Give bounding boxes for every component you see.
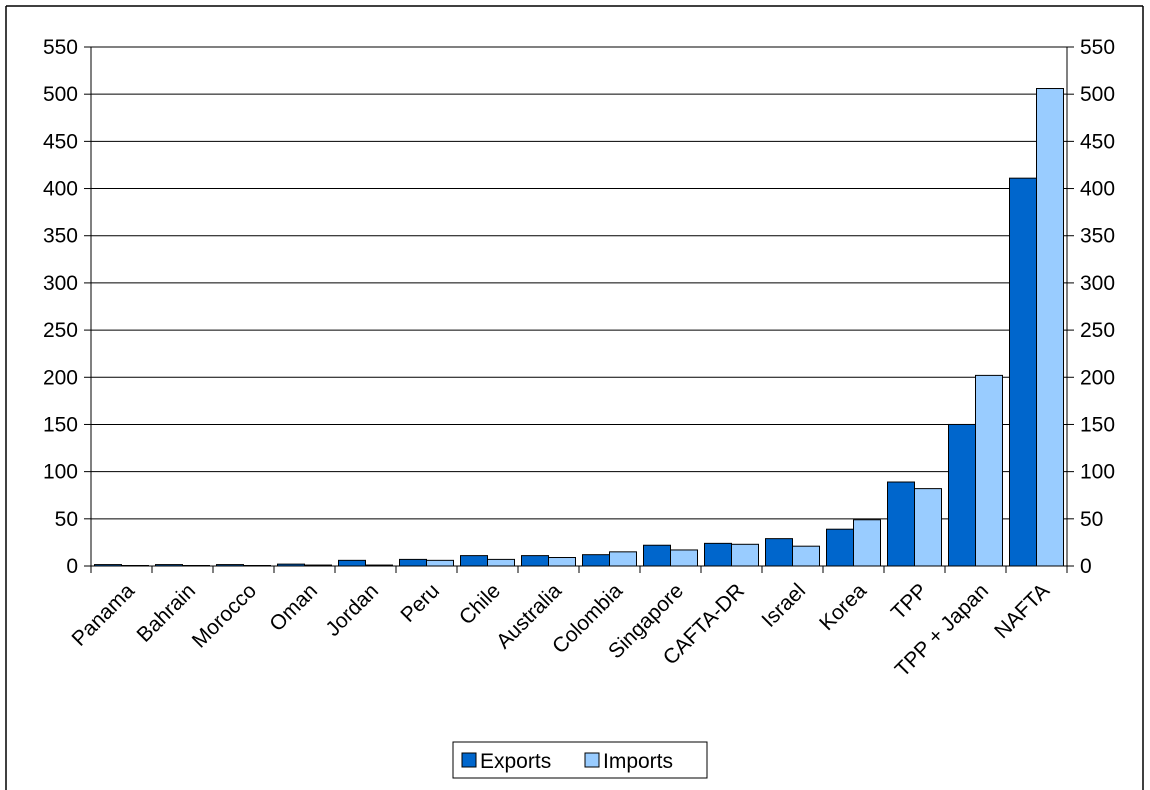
y-tick-label-left: 550 bbox=[43, 36, 78, 59]
y-tick-label-right: 400 bbox=[1080, 178, 1115, 201]
y-tick-label-right: 550 bbox=[1080, 36, 1115, 59]
y-tick-label-left: 100 bbox=[43, 461, 78, 484]
y-tick-label-left: 300 bbox=[43, 272, 78, 295]
bar-imports-peru bbox=[426, 559, 454, 567]
legend-swatch-imports bbox=[584, 752, 600, 768]
y-tick-label-left: 200 bbox=[43, 366, 78, 389]
bar-imports-chile bbox=[487, 558, 515, 567]
y-tick-label-right: 300 bbox=[1080, 272, 1115, 295]
bars bbox=[94, 88, 1064, 567]
y-tick-label-right: 100 bbox=[1080, 461, 1115, 484]
y-tick-label-left: 250 bbox=[43, 319, 78, 342]
bar-exports-chile bbox=[460, 555, 488, 567]
y-tick-label-right: 50 bbox=[1080, 508, 1103, 531]
y-tick-label-left: 0 bbox=[66, 555, 78, 578]
y-tick-label-right: 450 bbox=[1080, 130, 1115, 153]
y-tick-label-left: 50 bbox=[55, 508, 78, 531]
bar-exports-colombia bbox=[582, 554, 610, 567]
bar-exports-israel bbox=[765, 538, 793, 567]
y-tick-label-left: 150 bbox=[43, 413, 78, 436]
legend-swatch-exports bbox=[461, 752, 477, 768]
bar-imports-australia bbox=[548, 557, 576, 567]
y-tick-label-left: 350 bbox=[43, 225, 78, 248]
bar-exports-singapore bbox=[643, 544, 671, 567]
gridlines bbox=[91, 46, 1067, 520]
bar-imports-korea bbox=[853, 519, 881, 567]
legend-label-imports: Imports bbox=[603, 750, 673, 773]
y-axis-left-ticks: 0 50 100 150 200 250 300 350 400 450 500 550 bbox=[43, 36, 78, 578]
bar-imports-cafta-dr bbox=[731, 543, 759, 567]
y-tick-label-left: 450 bbox=[43, 130, 78, 153]
y-tick-label-right: 250 bbox=[1080, 319, 1115, 342]
bar-exports-australia bbox=[521, 555, 549, 567]
bar-imports-israel bbox=[792, 545, 820, 567]
bar-imports-nafta bbox=[1036, 88, 1064, 567]
y-tick-label-right: 200 bbox=[1080, 366, 1115, 389]
bar-exports-peru bbox=[399, 558, 427, 567]
bar-imports-singapore bbox=[670, 549, 698, 567]
bar-exports-korea bbox=[826, 528, 854, 567]
y-tick-label-right: 0 bbox=[1080, 555, 1092, 578]
y-axis-right-ticks: 0 50 100 150 200 250 300 350 400 450 500 550 bbox=[1080, 36, 1115, 578]
bar-exports-cafta-dr bbox=[704, 542, 732, 567]
axes bbox=[84, 46, 1074, 573]
legend: Exports Imports bbox=[452, 741, 708, 779]
bar-imports-colombia bbox=[609, 551, 637, 567]
bar-imports-tpp bbox=[914, 488, 942, 567]
y-tick-label-left: 500 bbox=[43, 83, 78, 106]
bar-exports-nafta bbox=[1009, 177, 1037, 567]
legend-box bbox=[452, 741, 708, 779]
bar-exports-tpp bbox=[887, 481, 915, 567]
bar-imports-tpp-japan bbox=[975, 374, 1003, 567]
y-tick-label-right: 150 bbox=[1080, 413, 1115, 436]
bar-exports-tpp-japan bbox=[948, 423, 976, 567]
bar-exports-jordan bbox=[338, 559, 366, 567]
y-tick-label-left: 400 bbox=[43, 178, 78, 201]
legend-label-exports: Exports bbox=[480, 750, 551, 773]
y-tick-label-right: 500 bbox=[1080, 83, 1115, 106]
y-tick-label-right: 350 bbox=[1080, 225, 1115, 248]
